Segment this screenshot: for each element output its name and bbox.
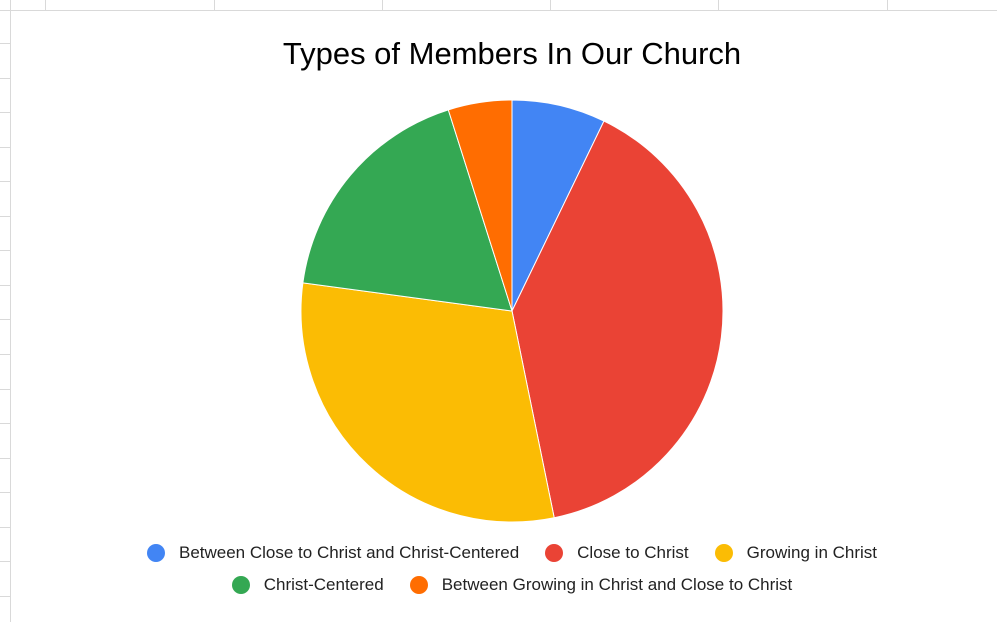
column-header-strip: [0, 0, 997, 11]
chart-title: Types of Members In Our Church: [282, 36, 742, 71]
row-divider: [0, 285, 10, 286]
legend-item[interactable]: Growing in Christ: [714, 543, 878, 563]
legend-row-1: Between Close to Christ and Christ-Cente…: [12, 543, 997, 563]
legend-label: Growing in Christ: [746, 543, 878, 562]
legend-label: Christ-Centered: [263, 575, 384, 594]
row-divider: [0, 492, 10, 493]
legend-swatch-icon: [146, 544, 165, 562]
row-header-strip: [0, 0, 11, 622]
column-divider: [45, 0, 46, 10]
row-divider: [0, 250, 10, 251]
pie-slice-close-to-christ[interactable]: [511, 120, 724, 519]
column-divider: [718, 0, 719, 10]
legend-item[interactable]: Close to Christ: [545, 543, 689, 563]
row-divider: [0, 147, 10, 148]
pie-slice-christ-centered[interactable]: [302, 109, 513, 312]
legend-swatch-icon: [714, 544, 733, 562]
legend-swatch-icon: [545, 544, 564, 562]
row-divider: [0, 216, 10, 217]
column-divider: [550, 0, 551, 10]
legend-swatch-icon: [409, 576, 428, 594]
row-divider: [0, 354, 10, 355]
column-divider: [214, 0, 215, 10]
pie-slice-between-growing-in-christ-and-close-to-christ[interactable]: [447, 99, 513, 312]
legend-row-2: Christ-Centered Between Growing in Christ…: [12, 575, 997, 595]
row-divider: [0, 389, 10, 390]
row-divider: [0, 527, 10, 528]
row-divider: [0, 319, 10, 320]
legend-swatch-icon: [231, 576, 250, 594]
legend-label: Close to Christ: [577, 543, 689, 562]
legend-label: Between Growing in Christ and Close to C…: [441, 575, 793, 594]
pie-slice-growing-in-christ[interactable]: [300, 282, 555, 523]
row-divider: [0, 78, 10, 79]
legend-item[interactable]: Christ-Centered: [231, 575, 384, 595]
legend-item[interactable]: Between Growing in Christ and Close to C…: [409, 575, 793, 595]
row-divider: [0, 561, 10, 562]
row-divider: [0, 423, 10, 424]
legend-label: Between Close to Christ and Christ-Cente…: [178, 543, 520, 562]
row-divider: [0, 181, 10, 182]
legend-item[interactable]: Between Close to Christ and Christ-Cente…: [146, 543, 520, 563]
row-divider: [0, 596, 10, 597]
row-divider: [0, 112, 10, 113]
column-divider: [887, 0, 888, 10]
column-divider: [382, 0, 383, 10]
row-divider: [0, 458, 10, 459]
row-divider: [0, 43, 10, 44]
